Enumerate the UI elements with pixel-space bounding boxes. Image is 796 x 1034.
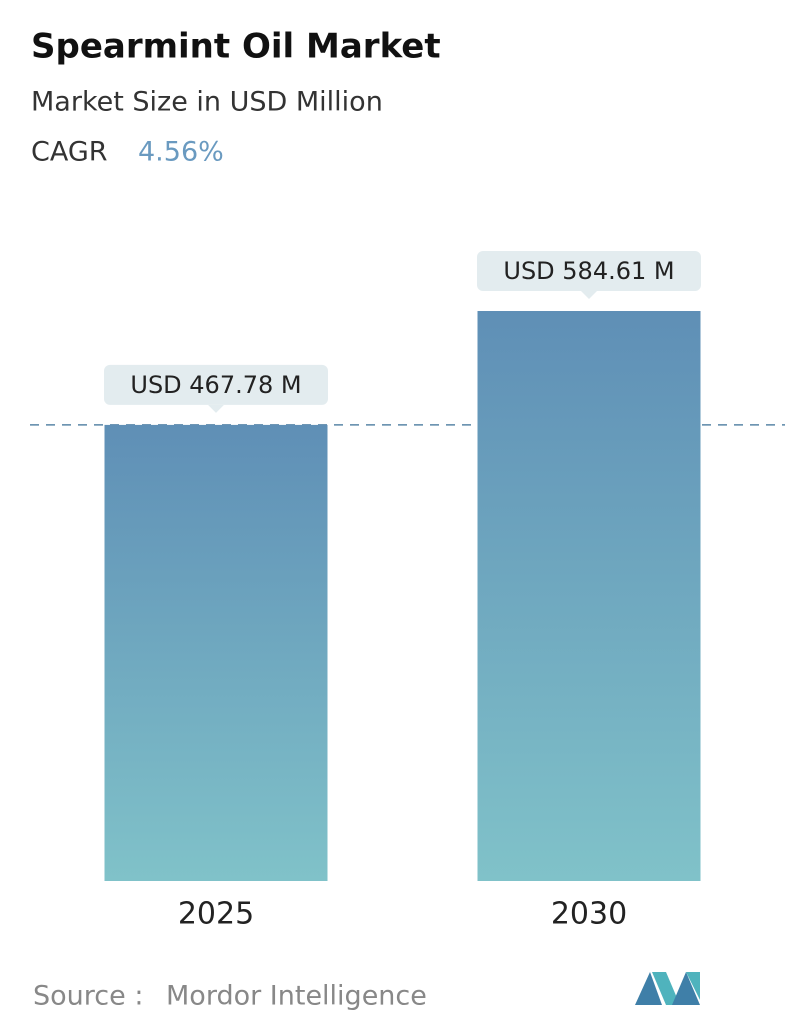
value-label-pointer xyxy=(208,404,224,413)
cagr-value: 4.56% xyxy=(138,137,224,168)
logo xyxy=(635,972,700,1005)
chart-subtitle: Market Size in USD Million xyxy=(31,87,383,118)
value-label: USD 467.78 M xyxy=(130,371,301,399)
chart-title: Spearmint Oil Market xyxy=(31,27,441,67)
x-tick-label: 2025 xyxy=(178,897,254,932)
value-label-pointer xyxy=(581,291,597,299)
bar xyxy=(104,424,328,881)
cagr-label: CAGR xyxy=(31,137,108,168)
x-tick-label: 2030 xyxy=(551,897,627,932)
source-label: Source : xyxy=(33,981,143,1012)
bar xyxy=(477,311,701,881)
value-label-box xyxy=(104,364,328,405)
value-label-box xyxy=(477,251,701,291)
value-label: USD 584.61 M xyxy=(503,257,674,285)
source: Mordor Intelligence xyxy=(166,981,427,1012)
